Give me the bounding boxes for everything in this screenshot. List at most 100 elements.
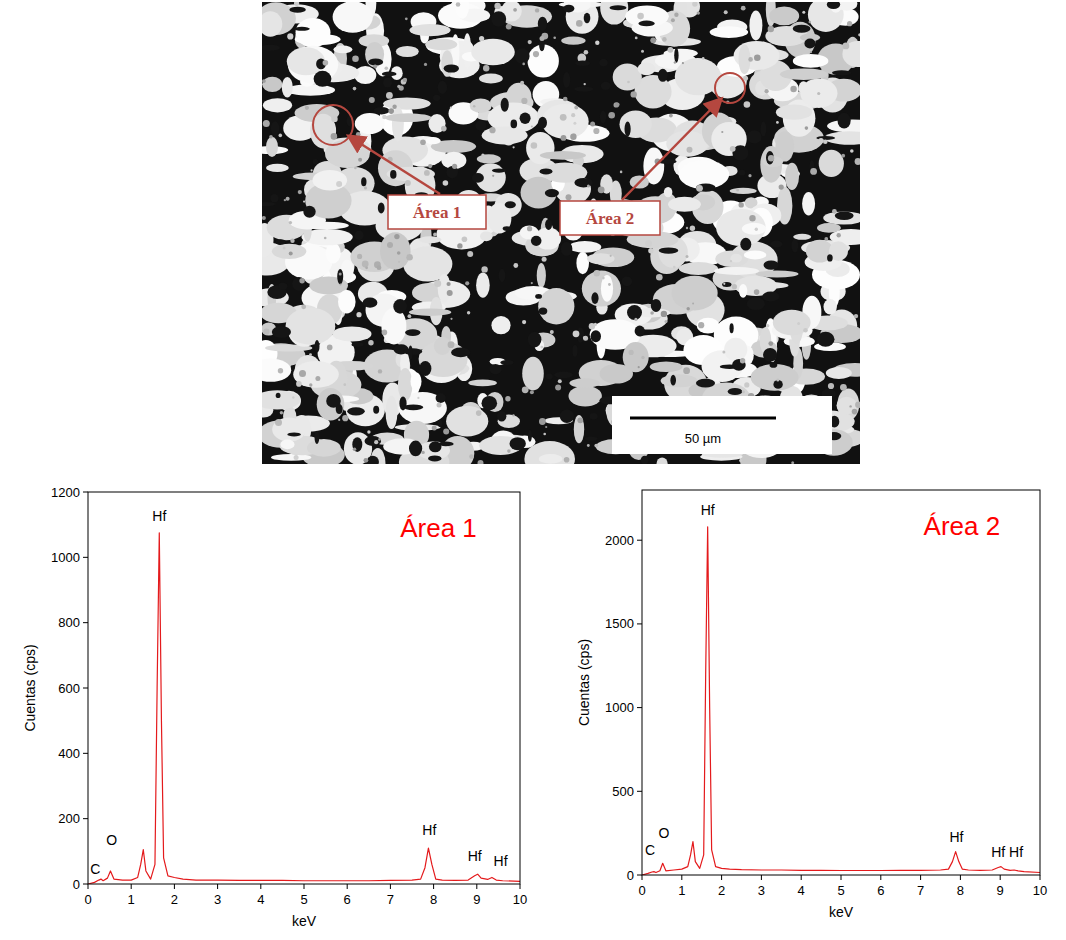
speck bbox=[847, 21, 852, 26]
pore bbox=[528, 430, 532, 442]
y-tick bbox=[637, 707, 642, 708]
speck bbox=[674, 61, 676, 63]
grain bbox=[716, 209, 766, 246]
pore bbox=[489, 364, 501, 374]
x-tick bbox=[1000, 875, 1001, 880]
grain bbox=[620, 111, 652, 138]
x-tick-label: 6 bbox=[344, 892, 351, 907]
grain bbox=[332, 326, 371, 341]
speck bbox=[584, 50, 589, 55]
speck bbox=[790, 86, 796, 92]
grain bbox=[385, 113, 431, 122]
pore bbox=[515, 48, 530, 64]
plot-frame bbox=[642, 490, 1040, 875]
speck bbox=[841, 154, 845, 158]
grain bbox=[730, 188, 757, 194]
speck bbox=[614, 102, 619, 107]
x-tick bbox=[920, 875, 921, 880]
grain bbox=[808, 2, 844, 32]
speck bbox=[754, 55, 761, 62]
grain bbox=[675, 58, 721, 95]
y-tick-label: 600 bbox=[58, 681, 80, 696]
grain bbox=[272, 417, 306, 441]
grain bbox=[398, 368, 413, 401]
grain bbox=[749, 10, 762, 40]
speck bbox=[531, 126, 533, 128]
spectrum-line bbox=[642, 527, 1040, 875]
y-tick bbox=[83, 753, 88, 754]
grain bbox=[383, 98, 431, 110]
speck bbox=[452, 164, 457, 169]
x-tick-label: 7 bbox=[917, 883, 924, 898]
peak-label: O bbox=[658, 825, 669, 841]
x-tick bbox=[390, 884, 391, 889]
grain bbox=[425, 39, 457, 51]
grain bbox=[802, 192, 815, 215]
pore bbox=[747, 130, 762, 143]
x-tick bbox=[260, 884, 261, 889]
grain bbox=[426, 137, 441, 144]
pore bbox=[501, 98, 509, 112]
speck bbox=[450, 318, 452, 320]
y-tick-label: 800 bbox=[58, 615, 80, 630]
grain bbox=[479, 74, 503, 84]
figure: Área 1Área 250 µm01234567891002004006008… bbox=[0, 0, 1066, 940]
grain bbox=[751, 364, 799, 391]
speck bbox=[397, 85, 400, 88]
y-tick bbox=[637, 791, 642, 792]
peak-label: Hf bbox=[494, 853, 508, 869]
speck bbox=[437, 402, 442, 407]
grain bbox=[365, 42, 384, 67]
speck bbox=[840, 384, 847, 391]
speck bbox=[447, 282, 451, 286]
grain bbox=[842, 41, 860, 67]
grain bbox=[262, 11, 282, 36]
pore bbox=[540, 168, 553, 174]
grain bbox=[287, 47, 325, 75]
y-axis-title: Cuentas (cps) bbox=[576, 639, 592, 726]
pore bbox=[599, 59, 608, 67]
pore bbox=[355, 231, 364, 241]
x-tick bbox=[642, 875, 643, 880]
speck bbox=[690, 226, 695, 231]
pore bbox=[378, 202, 385, 213]
x-tick bbox=[761, 875, 762, 880]
x-tick bbox=[217, 884, 218, 889]
peak-label: C bbox=[90, 861, 100, 877]
speck bbox=[299, 278, 304, 283]
speck bbox=[296, 381, 302, 387]
grain bbox=[780, 68, 828, 80]
speck bbox=[336, 181, 342, 187]
pore bbox=[560, 410, 574, 423]
speck bbox=[424, 63, 427, 66]
speck bbox=[309, 383, 312, 386]
pore bbox=[347, 407, 365, 415]
speck bbox=[561, 135, 567, 141]
pore bbox=[546, 374, 553, 380]
pore bbox=[563, 5, 574, 13]
speck bbox=[364, 458, 369, 463]
pore bbox=[832, 70, 851, 75]
grain bbox=[800, 79, 837, 108]
plot-area bbox=[88, 533, 520, 884]
pore bbox=[499, 269, 506, 282]
speck bbox=[342, 415, 348, 421]
micrograph-ground bbox=[262, 2, 860, 464]
speck bbox=[563, 97, 568, 102]
pore bbox=[438, 81, 447, 94]
speck bbox=[749, 215, 755, 221]
speck bbox=[682, 62, 684, 64]
y-tick bbox=[637, 875, 642, 876]
x-tick-label: 0 bbox=[84, 892, 91, 907]
speck bbox=[740, 358, 745, 363]
speck bbox=[394, 234, 399, 239]
speck bbox=[378, 369, 382, 373]
pore bbox=[313, 159, 318, 165]
speck bbox=[279, 134, 283, 138]
pore bbox=[817, 332, 835, 347]
pore bbox=[764, 260, 779, 269]
grain bbox=[710, 26, 749, 38]
pore bbox=[315, 431, 320, 444]
speck bbox=[583, 336, 588, 341]
pore bbox=[271, 121, 279, 136]
